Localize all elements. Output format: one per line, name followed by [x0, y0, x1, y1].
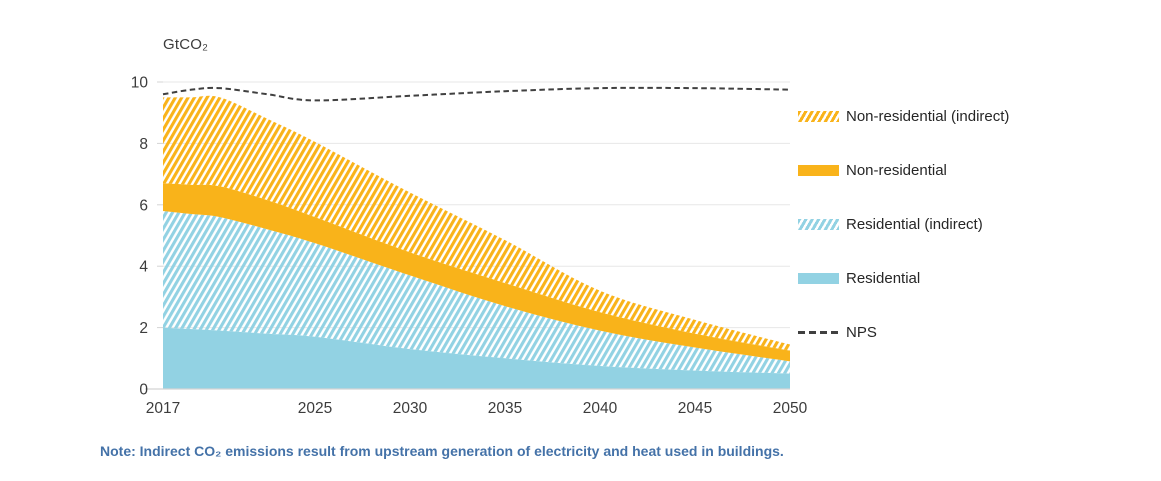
y-tick-label: 6	[139, 197, 148, 214]
x-tick-label: 2045	[678, 400, 712, 417]
stacked-areas	[163, 95, 790, 389]
legend-label: Non-residential (indirect)	[846, 107, 1010, 125]
chart-legend: Non-residential (indirect) Non-residenti…	[798, 106, 1009, 342]
emissions-area-chart: 0 2 4 6 8 10 2017 2025 2030 2035 2040 2045 2050	[131, 75, 808, 418]
nps-dashed-line-icon	[798, 330, 839, 334]
nps-scenario-line	[162, 86, 791, 102]
y-tick-label: 8	[139, 136, 148, 153]
legend-item-residential-indirect: Residential (indirect)	[798, 214, 1009, 234]
legend-label: Residential	[846, 269, 921, 287]
legend-label: NPS	[846, 323, 877, 341]
area-residential-indirect	[163, 210, 790, 374]
y-tick-label: 4	[139, 259, 148, 276]
legend-label: Residential (indirect)	[846, 215, 983, 233]
legend-item-non-residential: Non-residential	[798, 160, 1009, 180]
y-tick-label: 0	[139, 382, 148, 399]
legend-item-residential: Residential	[798, 268, 1009, 288]
y-tick-label: 10	[131, 75, 149, 92]
y-axis-unit-label: GtCO₂	[163, 36, 209, 53]
legend-item-nps: NPS	[798, 322, 1009, 342]
area-residential	[163, 327, 790, 389]
y-tick-label: 2	[139, 320, 148, 337]
x-tick-label: 2035	[488, 400, 522, 417]
non-residential-swatch-icon	[798, 164, 839, 176]
area-non-residential	[163, 183, 790, 362]
footnote: Note: Indirect CO₂ emissions result from…	[100, 443, 784, 459]
x-tick-label: 2050	[773, 400, 808, 417]
y-axis-labels: 0 2 4 6 8 10	[131, 75, 149, 399]
x-tick-label: 2025	[298, 400, 332, 417]
area-non-residential-indirect	[163, 95, 790, 351]
x-tick-label: 2017	[146, 400, 180, 417]
legend-label: Non-residential	[846, 161, 947, 179]
x-tick-label: 2040	[583, 400, 618, 417]
x-axis-labels: 2017 2025 2030 2035 2040 2045 2050	[146, 400, 808, 417]
x-tick-label: 2030	[393, 400, 428, 417]
legend-item-non-residential-indirect: Non-residential (indirect)	[798, 106, 1009, 126]
residential-swatch-icon	[798, 272, 839, 284]
residential-indirect-swatch-icon	[798, 218, 839, 230]
non-residential-indirect-swatch-icon	[798, 110, 839, 122]
